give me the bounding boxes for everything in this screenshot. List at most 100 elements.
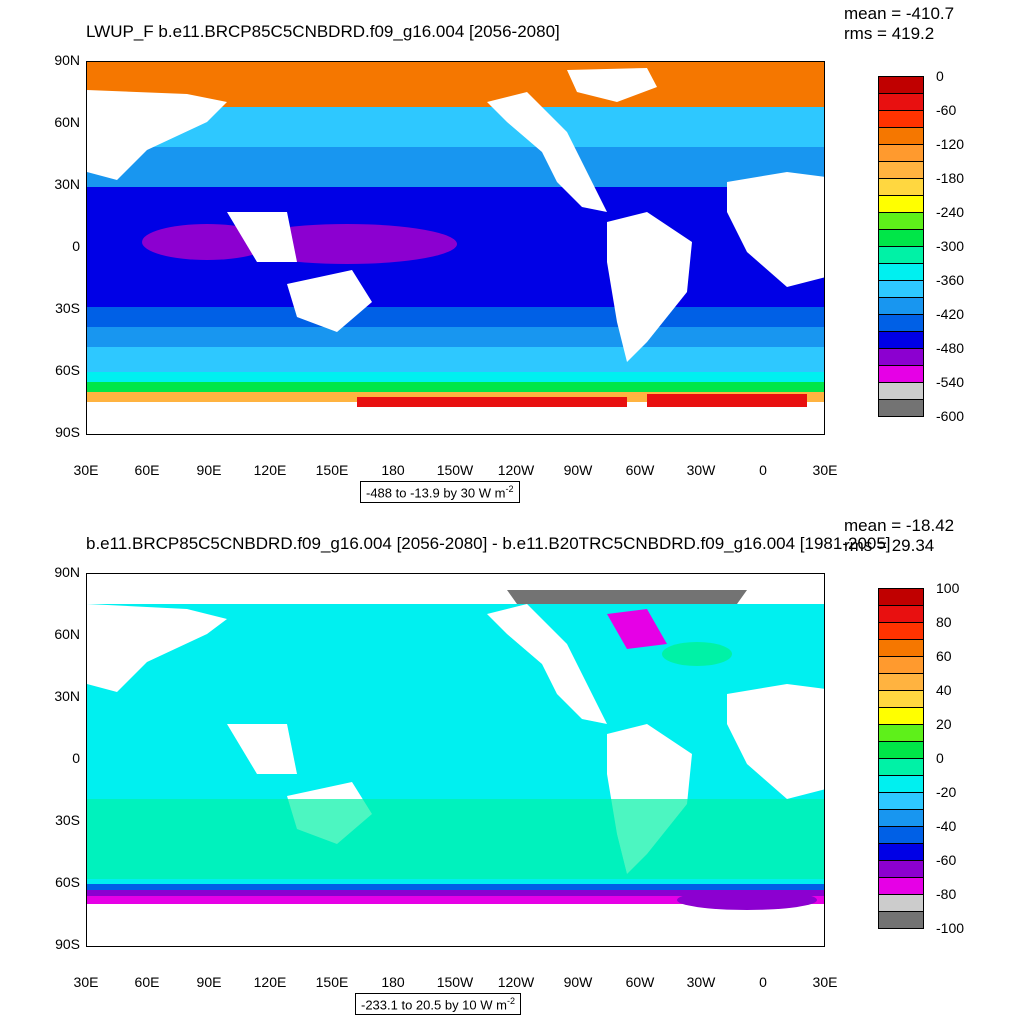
antarctica: [87, 904, 824, 946]
lon-label: 90W: [563, 974, 593, 990]
colorbar-swatch: [878, 656, 924, 674]
colorbar-swatch: [878, 673, 924, 691]
colorbar-swatch: [878, 775, 924, 793]
lon-label: 30E: [73, 462, 99, 478]
colorbar-swatch: [878, 229, 924, 247]
australia-land: [287, 270, 372, 332]
lat-label: 30N: [54, 176, 80, 192]
lon-label: 180: [381, 974, 405, 990]
colorbar-label: 40: [936, 682, 952, 698]
southern-ocean-band: [87, 799, 824, 879]
colorbar-label: 20: [936, 716, 952, 732]
lat-label: 30S: [55, 812, 80, 828]
africa-europe-land: [727, 172, 824, 287]
colorbar-swatch: [878, 365, 924, 383]
lat-label: 60N: [54, 626, 80, 642]
colorbar-swatch: [878, 877, 924, 895]
lon-label: 30E: [73, 974, 99, 990]
colorbar-swatch: [878, 690, 924, 708]
lat-label: 30S: [55, 300, 80, 316]
colorbar-swatch: [878, 639, 924, 657]
stats-box: mean = -410.7 rms = 419.2: [844, 4, 954, 44]
panel-difference: b.e11.BRCP85C5CNBDRD.f09_g16.004 [2056-2…: [0, 512, 1024, 1024]
north-america-land: [487, 604, 607, 724]
colorbar-label: -180: [936, 170, 965, 186]
stat-rms: rms = 419.2: [844, 24, 935, 43]
colorbar-swatch: [878, 178, 924, 196]
stat-mean: mean = -18.42: [844, 516, 955, 535]
lon-label: 150W: [436, 974, 474, 990]
lat-label: 60S: [55, 874, 80, 890]
panel-lwup: LWUP_F b.e11.BRCP85C5CNBDRD.f09_g16.004 …: [54, 4, 965, 504]
south-band-2: [87, 327, 824, 347]
colorbar-swatch: [878, 110, 924, 128]
lon-label: 120E: [253, 462, 287, 478]
colorbar-swatch: [878, 212, 924, 230]
colorbar-swatch: [878, 382, 924, 400]
lon-label: 180: [381, 462, 405, 478]
stat-mean: mean = -410.7: [844, 4, 955, 23]
colorbar-swatch: [878, 127, 924, 145]
colorbar-label: 0: [936, 750, 944, 766]
colorbar-swatch: [878, 843, 924, 861]
lon-label: 120W: [497, 462, 535, 478]
lon-label: 150W: [436, 462, 474, 478]
asia-land: [87, 604, 227, 692]
contour-info-box: -488 to -13.9 by 30 W m-2: [360, 481, 520, 504]
contour-info-range: -233.1 to 20.5 by 10: [361, 997, 477, 1013]
panel-title: LWUP_F b.e11.BRCP85C5CNBDRD.f09_g16.004 …: [86, 22, 560, 41]
south-band-3: [87, 347, 824, 372]
colorbar-swatch: [878, 280, 924, 298]
colorbar-label: -20: [936, 784, 957, 800]
lon-label: 150E: [315, 974, 349, 990]
colorbar-swatch: [878, 399, 924, 417]
colorbar-label: -480: [936, 340, 965, 356]
south-band-4: [87, 372, 824, 382]
maritime-land: [227, 212, 297, 262]
lat-label: 90N: [54, 564, 80, 580]
map-plot: [86, 61, 825, 435]
colorbar-label: 80: [936, 614, 952, 630]
lat-label: 90S: [55, 424, 80, 440]
map-fill: [87, 574, 824, 946]
lon-label: 120E: [253, 974, 287, 990]
lon-label: 0: [759, 974, 767, 990]
lon-label: 30W: [686, 974, 716, 990]
colorbar-swatch: [878, 348, 924, 366]
colorbar-swatch: [878, 331, 924, 349]
colorbar-swatch: [878, 246, 924, 264]
maritime-land: [227, 724, 297, 774]
lat-label: 60N: [54, 114, 80, 130]
antarctica: [87, 402, 824, 434]
panel-title: b.e11.BRCP85C5CNBDRD.f09_g16.004 [2056-2…: [86, 534, 891, 553]
colorbar-swatch: [878, 161, 924, 179]
lat-label: 90N: [54, 52, 80, 68]
south-america-land: [607, 212, 692, 362]
contour-info-exp: -2: [505, 484, 514, 494]
south-band-5: [87, 382, 824, 392]
colorbar-swatch: [878, 741, 924, 759]
lon-label: 120W: [497, 974, 535, 990]
colorbar-swatch: [878, 195, 924, 213]
colorbar-label: -40: [936, 818, 957, 834]
colorbar-label: 60: [936, 648, 952, 664]
lon-label: 60E: [134, 974, 160, 990]
south-band-1: [87, 307, 824, 327]
stats-box: mean = -18.42 rms = 29.34: [844, 516, 954, 556]
colorbar-swatch: [878, 263, 924, 281]
colorbar-swatch: [878, 622, 924, 640]
colorbar-label: -360: [936, 272, 965, 288]
colorbar-swatch: [878, 93, 924, 111]
lon-label: 60W: [625, 462, 655, 478]
lon-label: 30E: [812, 462, 838, 478]
colorbar-swatch: [878, 707, 924, 725]
lat-label: 60S: [55, 362, 80, 378]
colorbar-label: -100: [936, 920, 965, 936]
lat-label: 90S: [55, 936, 80, 952]
colorbar-swatch: [878, 792, 924, 810]
lat-label: 30N: [54, 688, 80, 704]
north-america-land: [487, 92, 607, 212]
lon-label: 90E: [196, 974, 222, 990]
lat-label: 0: [72, 750, 80, 766]
map-plot: [86, 573, 825, 947]
